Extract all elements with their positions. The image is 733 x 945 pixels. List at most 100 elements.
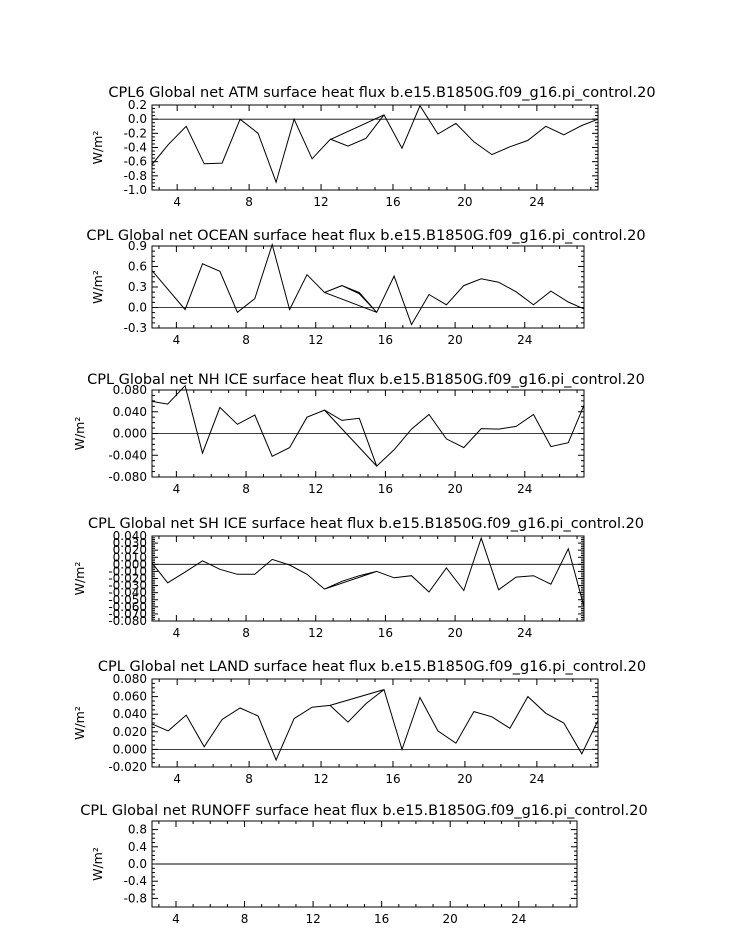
panel-3: CPL Global net NH ICE surface heat flux … [72,372,645,496]
x-tick-label: 20 [457,772,472,786]
panel-2: CPL Global net OCEAN surface heat flux b… [86,228,645,347]
x-tick-label: 16 [385,195,400,209]
y-tick-label: 0.0 [128,857,147,871]
y-tick-label: -0.050 [108,593,147,607]
x-tick-label: 20 [447,482,462,496]
y-tick-label: -0.4 [124,141,147,155]
y-tick-label: 0.8 [128,823,147,837]
x-tick-label: 8 [245,195,253,209]
y-tick-label: 0.060 [113,690,147,704]
x-tick-label: 4 [173,195,181,209]
y-tick-label: 0.030 [113,536,147,550]
x-tick-label: 24 [511,912,526,926]
x-tick-label: 24 [517,626,532,640]
plot-frame [151,535,585,622]
y-tick-label: 0.9 [128,239,147,253]
y-tick-label: 0.040 [113,529,147,543]
panel-title: CPL6 Global net ATM surface heat flux b.… [108,85,655,101]
x-tick-label: 8 [245,772,253,786]
plot-frame [151,245,585,329]
y-tick-label: 0.000 [113,742,147,756]
y-tick-label: 0.2 [128,98,147,112]
x-tick-label: 20 [447,626,462,640]
y-axis-label: W/m² [72,417,87,451]
panel-title: CPL Global net NH ICE surface heat flux … [87,372,645,388]
x-tick-label: 12 [313,195,328,209]
y-tick-label: 0.000 [113,427,147,441]
y-tick-label: 0.000 [113,557,147,571]
panel-1: CPL6 Global net ATM surface heat flux b.… [90,85,656,209]
x-tick-label: 4 [173,772,181,786]
y-tick-label: 0.020 [113,543,147,557]
y-tick-label: -0.040 [108,586,147,600]
series-line [151,536,585,607]
x-tick-label: 16 [385,772,400,786]
plot-frame [151,104,599,191]
x-tick-label: 20 [457,195,472,209]
y-axis-label: W/m² [90,270,105,304]
y-tick-label: -0.8 [124,169,147,183]
x-tick-label: 16 [374,912,389,926]
x-tick-label: 12 [308,482,323,496]
series-line [151,384,585,467]
y-axis-label: W/m² [90,847,105,881]
panel-6: CPL Global net RUNOFF surface heat flux … [80,803,647,926]
x-tick-label: 16 [378,626,393,640]
panel-title: CPL Global net LAND surface heat flux b.… [98,659,646,675]
x-tick-label: 16 [378,333,393,347]
y-axis-label: W/m² [72,562,87,596]
panel-title: CPL Global net OCEAN surface heat flux b… [86,228,645,244]
y-tick-label: 0.080 [113,383,147,397]
y-tick-label: -0.060 [108,600,147,614]
y-tick-label: -0.040 [108,448,147,462]
y-tick-label: -0.010 [108,564,147,578]
panel-title: CPL Global net RUNOFF surface heat flux … [80,803,647,819]
x-tick-label: 8 [242,626,250,640]
y-tick-label: -0.020 [108,572,147,586]
y-tick-label: 0.040 [113,707,147,721]
x-tick-label: 12 [305,912,320,926]
panel-5: CPL Global net LAND surface heat flux b.… [72,659,646,786]
x-tick-label: 4 [173,482,181,496]
x-tick-label: 24 [517,482,532,496]
y-tick-label: 0.080 [113,672,147,686]
x-tick-label: 12 [313,772,328,786]
x-tick-label: 8 [241,912,249,926]
x-tick-label: 4 [172,912,180,926]
x-tick-label: 16 [378,482,393,496]
y-tick-label: -0.080 [108,614,147,628]
series-line [151,688,599,762]
x-tick-label: 24 [529,772,544,786]
x-tick-label: 12 [308,333,323,347]
y-axis-label: W/m² [90,131,105,165]
y-tick-label: -0.6 [124,155,147,169]
x-tick-label: 4 [173,626,181,640]
y-tick-label: -0.8 [124,891,147,905]
y-axis-label: W/m² [72,706,87,740]
y-tick-label: -0.3 [124,321,147,335]
x-tick-label: 20 [443,912,458,926]
y-tick-label: 0.040 [113,405,147,419]
x-tick-label: 12 [308,626,323,640]
y-tick-label: -0.030 [108,579,147,593]
x-tick-label: 20 [447,333,462,347]
y-tick-label: 0.020 [113,725,147,739]
y-tick-label: 0.4 [128,840,147,854]
series-line [151,104,599,184]
panel-4: CPL Global net SH ICE surface heat flux … [72,516,644,640]
y-tick-label: -0.2 [124,126,147,140]
series-line [151,242,585,326]
y-tick-label: 0.010 [113,550,147,564]
y-tick-label: 0.0 [128,112,147,126]
x-tick-label: 8 [242,333,250,347]
y-tick-label: -0.4 [124,874,147,888]
y-tick-label: -0.020 [108,760,147,774]
y-tick-label: 0.0 [128,301,147,315]
y-tick-label: -1.0 [124,183,147,197]
x-tick-label: 4 [173,333,181,347]
x-tick-label: 24 [517,333,532,347]
panel-title: CPL Global net SH ICE surface heat flux … [88,516,644,532]
y-tick-label: -0.080 [108,470,147,484]
y-tick-label: 0.6 [128,260,147,274]
